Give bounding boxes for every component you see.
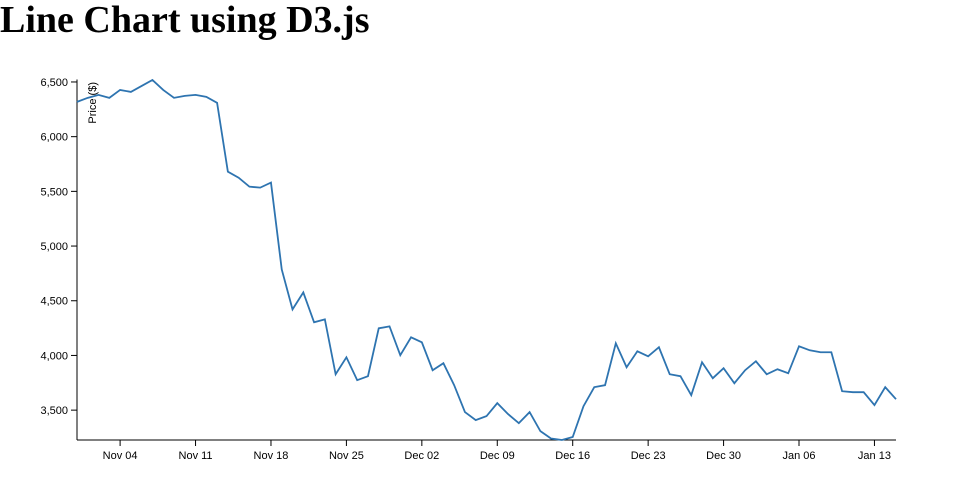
x-tick-label: Dec 16 — [555, 450, 590, 462]
chart-title: Line Chart using D3.js — [0, 0, 370, 41]
y-tick-label: 4,500 — [40, 296, 68, 308]
y-tick-label: 6,000 — [40, 132, 68, 144]
y-tick-label: 5,000 — [40, 241, 68, 253]
x-tick-label: Dec 09 — [480, 450, 515, 462]
y-tick-label: 5,500 — [40, 186, 68, 198]
y-tick-label: 4,000 — [40, 350, 68, 362]
x-tick-label: Nov 25 — [329, 450, 364, 462]
x-tick-label: Nov 18 — [254, 450, 289, 462]
x-tick-label: Nov 11 — [179, 450, 213, 462]
y-axis-label: Price ($) — [87, 82, 99, 124]
x-tick-label: Dec 02 — [404, 450, 439, 462]
x-tick-label: Dec 30 — [706, 450, 741, 462]
x-tick-label: Dec 23 — [631, 450, 666, 462]
x-tick-label: Jan 13 — [858, 450, 891, 462]
y-tick-label: 6,500 — [40, 77, 68, 89]
line — [76, 78, 897, 441]
y-tick-label: 3,500 — [40, 405, 68, 417]
x-tick-label: Jan 06 — [782, 450, 815, 462]
x-tick-label: Nov 04 — [103, 450, 138, 462]
